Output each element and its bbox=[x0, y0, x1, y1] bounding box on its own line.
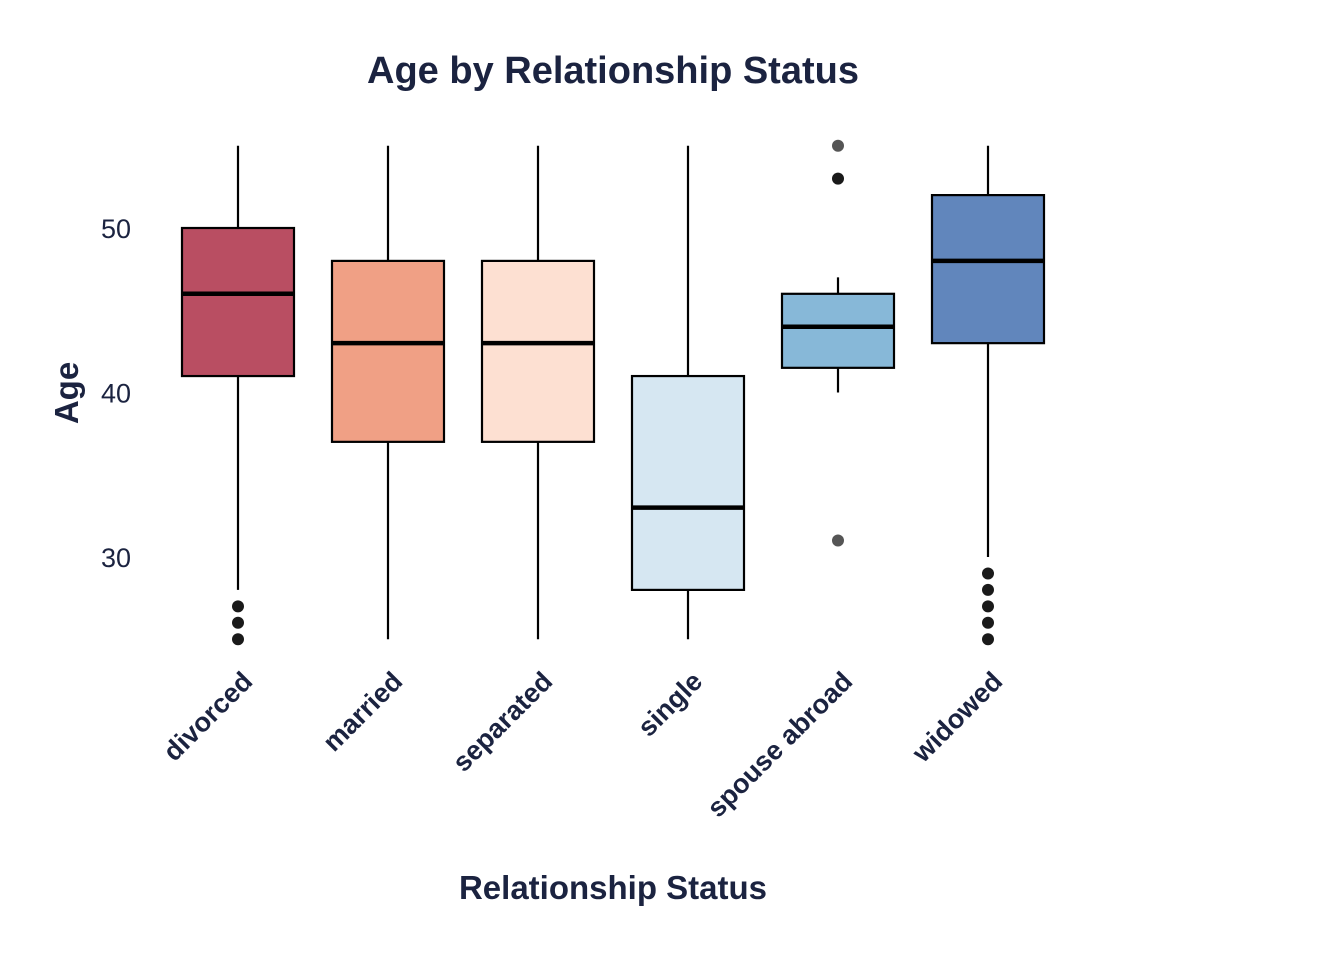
y-tick-label: 30 bbox=[101, 543, 131, 573]
outlier-point bbox=[232, 600, 244, 613]
x-tick-label: separated bbox=[447, 666, 558, 777]
box-divorced bbox=[180, 145, 296, 646]
box-body bbox=[780, 292, 896, 369]
box-married bbox=[330, 145, 446, 640]
outlier-point bbox=[832, 139, 844, 152]
outlier-point bbox=[832, 534, 844, 547]
outlier-point bbox=[832, 172, 844, 185]
x-tick-label: spouse abroad bbox=[701, 666, 858, 823]
box-single bbox=[630, 145, 746, 640]
box-body bbox=[480, 259, 596, 443]
x-axis-title: Relationship Status bbox=[459, 869, 767, 906]
y-tick-label: 50 bbox=[101, 214, 131, 244]
box-spouse-abroad bbox=[780, 139, 896, 547]
boxes-group bbox=[180, 139, 1046, 646]
outlier-point bbox=[982, 600, 994, 613]
box-body bbox=[930, 194, 1046, 345]
outlier-point bbox=[982, 633, 994, 646]
x-tick-label: divorced bbox=[157, 666, 258, 767]
y-axis-ticks: 30 40 50 bbox=[101, 214, 131, 573]
y-axis-title: Age bbox=[48, 362, 85, 424]
x-tick-label: married bbox=[317, 666, 408, 757]
box-body bbox=[180, 226, 296, 378]
x-tick-label: widowed bbox=[906, 666, 1009, 769]
outlier-point bbox=[982, 616, 994, 629]
box-body bbox=[330, 259, 446, 443]
box-separated bbox=[480, 145, 596, 640]
outlier-point bbox=[232, 633, 244, 646]
y-tick-label: 40 bbox=[101, 379, 131, 409]
box-widowed bbox=[930, 145, 1046, 646]
outlier-point bbox=[982, 567, 994, 580]
x-tick-label: single bbox=[632, 666, 708, 742]
chart-title: Age by Relationship Status bbox=[367, 50, 859, 92]
box-body bbox=[630, 374, 746, 591]
outlier-point bbox=[232, 616, 244, 629]
outlier-point bbox=[982, 583, 994, 596]
